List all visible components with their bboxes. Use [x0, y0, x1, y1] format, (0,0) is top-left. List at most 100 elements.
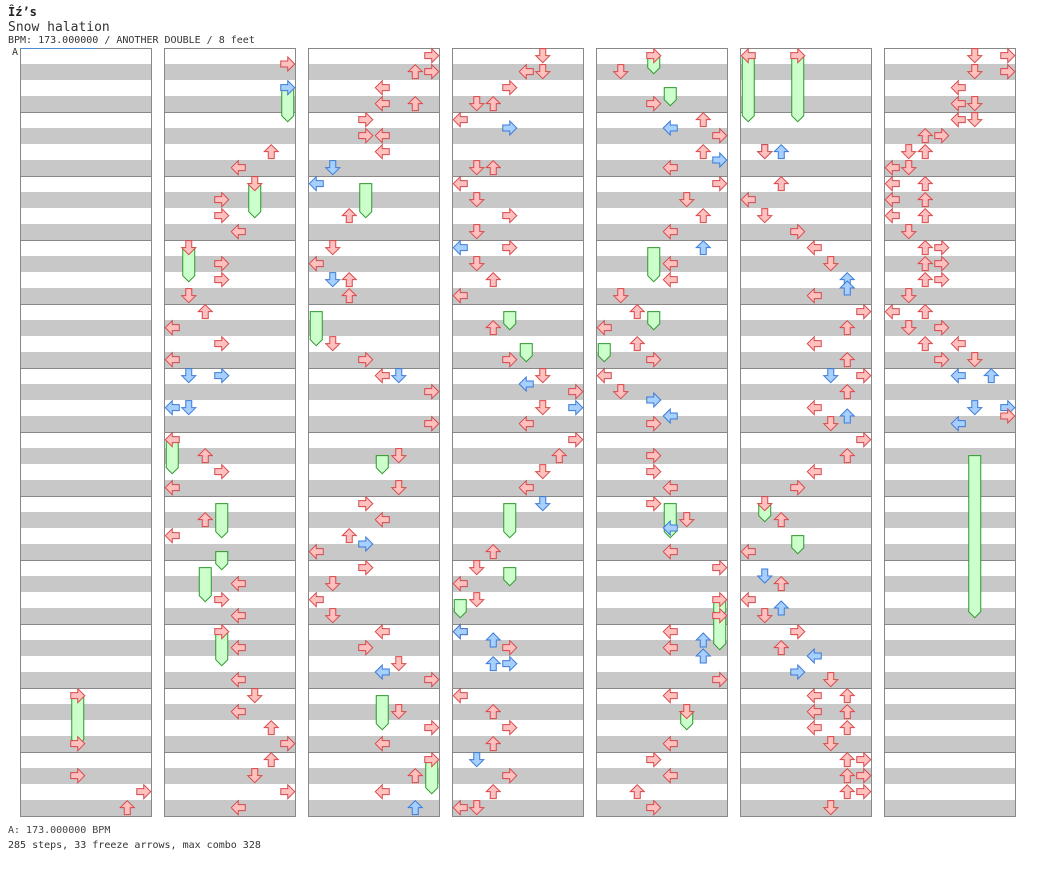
- chart-column: [740, 48, 872, 817]
- step-arrow: [596, 367, 612, 384]
- beat-band: [884, 736, 1016, 752]
- beat-band: [20, 736, 152, 752]
- beat-band: [452, 800, 584, 816]
- step-arrow: [468, 592, 485, 608]
- step-arrow: [502, 119, 518, 137]
- step-arrow: [468, 96, 485, 112]
- beat-band: [308, 704, 440, 720]
- step-arrow: [485, 703, 502, 720]
- step-arrow: [740, 591, 756, 608]
- step-arrow: [950, 335, 966, 352]
- beat-band: [596, 640, 728, 656]
- step-arrow: [695, 207, 712, 224]
- step-arrow: [180, 240, 197, 256]
- beat-band: [308, 224, 440, 240]
- step-arrow: [70, 767, 86, 784]
- beat-band: [164, 192, 296, 208]
- beat-band: [20, 224, 152, 240]
- step-arrow: [390, 480, 407, 496]
- step-arrow: [712, 175, 728, 192]
- beat-band: [740, 800, 872, 816]
- step-arrow: [806, 287, 822, 304]
- step-arrow: [629, 303, 646, 320]
- step-arrow: [806, 335, 822, 352]
- step-arrow: [966, 48, 983, 64]
- step-arrow: [358, 639, 374, 656]
- step-arrow: [534, 400, 551, 416]
- step-arrow: [230, 639, 246, 656]
- beat-band: [452, 608, 584, 624]
- beat-band: [164, 608, 296, 624]
- step-arrow: [839, 408, 856, 424]
- step-arrow: [358, 351, 374, 368]
- step-arrow: [534, 48, 551, 64]
- step-arrow: [263, 751, 280, 768]
- step-arrow: [695, 632, 712, 648]
- step-arrow: [662, 479, 678, 496]
- beat-band: [740, 512, 872, 528]
- beat-band: [20, 576, 152, 592]
- beat-band: [164, 64, 296, 80]
- step-arrow: [164, 399, 180, 416]
- step-arrow: [230, 223, 246, 240]
- beat-band: [740, 416, 872, 432]
- beat-band: [20, 544, 152, 560]
- step-arrow: [662, 407, 678, 425]
- step-arrow: [374, 663, 390, 681]
- step-arrow: [695, 143, 712, 160]
- step-arrow: [917, 239, 934, 256]
- step-arrow: [358, 127, 374, 144]
- step-arrow: [629, 783, 646, 800]
- step-arrow: [662, 767, 678, 784]
- beat-band: [884, 288, 1016, 304]
- step-arrow: [917, 255, 934, 272]
- step-arrow: [374, 735, 390, 752]
- step-arrow: [884, 175, 900, 192]
- beat-band: [596, 480, 728, 496]
- beat-band: [308, 672, 440, 688]
- step-arrow: [695, 648, 712, 664]
- step-arrow: [662, 735, 678, 752]
- beat-band: [884, 640, 1016, 656]
- beat-band: [308, 608, 440, 624]
- step-arrow: [806, 463, 822, 480]
- step-arrow: [966, 112, 983, 128]
- freeze-arrow: [791, 535, 805, 555]
- beat-band: [740, 256, 872, 272]
- beat-band: [452, 352, 584, 368]
- beat-band: [20, 640, 152, 656]
- step-arrow: [806, 703, 822, 720]
- step-arrow: [534, 368, 551, 384]
- step-arrow: [485, 655, 502, 672]
- step-arrow: [374, 783, 390, 800]
- step-arrow: [485, 783, 502, 800]
- beat-band: [164, 416, 296, 432]
- step-arrow: [407, 767, 424, 784]
- beat-band: [164, 320, 296, 336]
- step-arrow: [773, 575, 790, 592]
- beat-band: [740, 480, 872, 496]
- step-arrow: [839, 783, 856, 800]
- step-arrow: [839, 719, 856, 736]
- step-arrow: [822, 368, 839, 384]
- step-arrow: [950, 111, 966, 128]
- beat-band: [740, 544, 872, 560]
- beat-band: [20, 64, 152, 80]
- beat-band: [740, 640, 872, 656]
- step-arrow: [230, 575, 246, 592]
- step-arrow: [839, 703, 856, 720]
- beat-band: [596, 544, 728, 560]
- beat-band: [596, 384, 728, 400]
- beat-band: [308, 96, 440, 112]
- step-arrow: [468, 192, 485, 208]
- freeze-arrow: [309, 311, 323, 347]
- step-arrow: [468, 224, 485, 240]
- beat-band: [884, 416, 1016, 432]
- beat-band: [596, 672, 728, 688]
- beat-band: [884, 224, 1016, 240]
- step-arrow: [374, 143, 390, 160]
- step-arrow: [374, 623, 390, 640]
- chart-column: [308, 48, 440, 817]
- beat-band: [164, 96, 296, 112]
